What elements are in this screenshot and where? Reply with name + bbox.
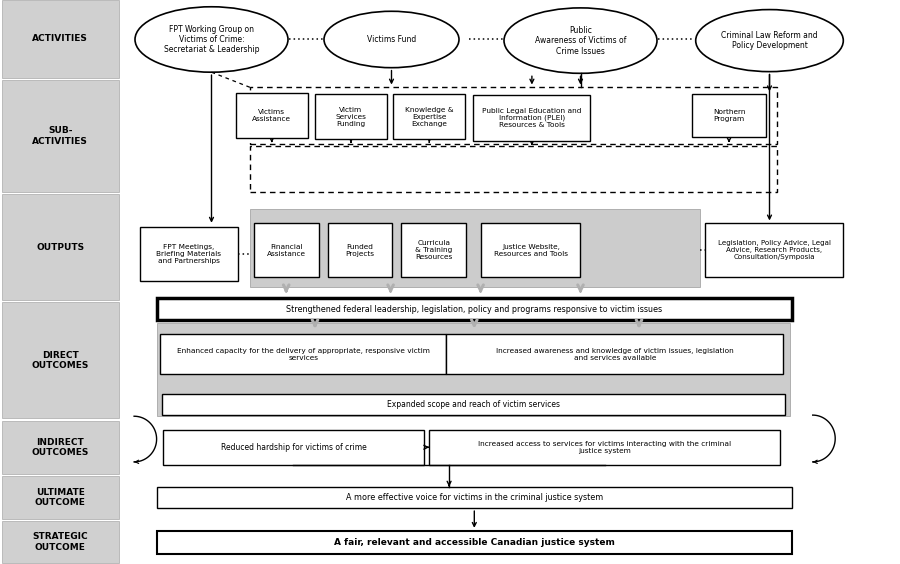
Text: Legislation, Policy Advice, Legal
Advice, Research Products,
Consultation/Sympos: Legislation, Policy Advice, Legal Advice… (717, 240, 831, 261)
Bar (163, 430, 424, 465)
Bar (140, 227, 238, 281)
Text: Justice Website,
Resources and Tools: Justice Website, Resources and Tools (494, 244, 568, 257)
Text: FPT Meetings,
Briefing Materials
and Partnerships: FPT Meetings, Briefing Materials and Par… (157, 244, 221, 264)
Bar (393, 94, 465, 139)
Text: Victims Fund: Victims Fund (367, 35, 416, 44)
Text: Public Legal Education and
Information (PLEI)
Resources & Tools: Public Legal Education and Information (… (482, 108, 581, 128)
Ellipse shape (324, 11, 459, 68)
Bar (429, 430, 780, 465)
Text: DIRECT
OUTCOMES: DIRECT OUTCOMES (32, 351, 89, 370)
Bar (250, 209, 700, 287)
Text: A fair, relevant and accessible Canadian justice system: A fair, relevant and accessible Canadian… (334, 538, 615, 547)
Bar (482, 223, 580, 277)
Ellipse shape (135, 7, 288, 72)
Bar (2, 0, 119, 78)
Text: Victim
Services
Funding: Victim Services Funding (336, 107, 366, 127)
Bar (254, 223, 319, 277)
Text: INDIRECT
OUTCOMES: INDIRECT OUTCOMES (32, 438, 89, 457)
Text: OUTPUTS: OUTPUTS (36, 243, 85, 252)
Bar (157, 487, 792, 508)
Bar (2, 521, 119, 563)
Text: Knowledge &
Expertise
Exchange: Knowledge & Expertise Exchange (405, 107, 454, 127)
Text: Northern
Program: Northern Program (713, 109, 745, 122)
Text: Curricula
& Training
Resources: Curricula & Training Resources (415, 240, 453, 261)
Bar (2, 194, 119, 300)
Text: Financial
Assistance: Financial Assistance (266, 244, 306, 257)
Bar (236, 93, 308, 138)
Text: Increased awareness and knowledge of victim issues, legislation
and services ava: Increased awareness and knowledge of vic… (496, 347, 734, 361)
Text: FPT Working Group on
Victims of Crime:
Secretariat & Leadership: FPT Working Group on Victims of Crime: S… (164, 25, 259, 54)
Text: Strengthened federal leadership, legislation, policy and programs responsive to : Strengthened federal leadership, legisla… (286, 305, 662, 314)
Bar (2, 476, 119, 519)
Text: Criminal Law Reform and
Policy Development: Criminal Law Reform and Policy Developme… (721, 31, 818, 50)
Ellipse shape (696, 10, 843, 72)
Bar (250, 87, 777, 144)
Bar (2, 421, 119, 474)
Ellipse shape (504, 8, 657, 73)
Bar (250, 146, 777, 192)
Text: STRATEGIC
OUTCOME: STRATEGIC OUTCOME (32, 532, 88, 552)
Text: Reduced hardship for victims of crime: Reduced hardship for victims of crime (220, 443, 366, 452)
Bar (2, 80, 119, 192)
Bar (160, 334, 446, 374)
Text: Enhanced capacity for the delivery of appropriate, responsive victim
services: Enhanced capacity for the delivery of ap… (176, 347, 430, 361)
Text: Expanded scope and reach of victim services: Expanded scope and reach of victim servi… (387, 400, 560, 409)
Text: Funded
Projects: Funded Projects (346, 244, 374, 257)
Text: ACTIVITIES: ACTIVITIES (32, 34, 88, 43)
Text: ULTIMATE
OUTCOME: ULTIMATE OUTCOME (35, 488, 86, 507)
Bar (162, 394, 785, 415)
Bar (328, 223, 392, 277)
Bar (446, 334, 783, 374)
Bar (157, 323, 790, 416)
Bar (692, 94, 766, 137)
Text: Public
Awareness of Victims of
Crime Issues: Public Awareness of Victims of Crime Iss… (535, 26, 626, 55)
Bar (157, 531, 792, 554)
Bar (157, 298, 792, 320)
Text: Increased access to services for victims interacting with the criminal
justice s: Increased access to services for victims… (478, 440, 732, 454)
Bar (315, 94, 387, 139)
Text: A more effective voice for victims in the criminal justice system: A more effective voice for victims in th… (346, 493, 603, 502)
Text: SUB-
ACTIVITIES: SUB- ACTIVITIES (32, 126, 88, 146)
Bar (2, 302, 119, 418)
Bar (473, 95, 590, 141)
Text: Victims
Assistance: Victims Assistance (252, 109, 292, 122)
Bar (401, 223, 466, 277)
Bar (705, 223, 843, 277)
